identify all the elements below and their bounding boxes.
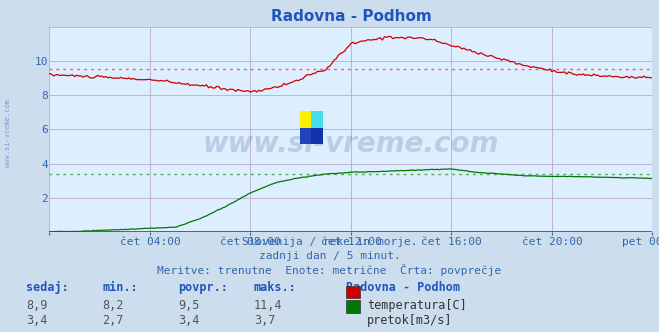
Text: povpr.:: povpr.: bbox=[178, 281, 228, 293]
Text: www.si-vreme.com: www.si-vreme.com bbox=[203, 130, 499, 158]
Text: 3,4: 3,4 bbox=[178, 314, 199, 327]
Text: Meritve: trenutne  Enote: metrične  Črta: povprečje: Meritve: trenutne Enote: metrične Črta: … bbox=[158, 264, 501, 276]
Text: maks.:: maks.: bbox=[254, 281, 297, 293]
Text: 3,7: 3,7 bbox=[254, 314, 275, 327]
Title: Radovna - Podhom: Radovna - Podhom bbox=[271, 9, 431, 24]
Text: temperatura[C]: temperatura[C] bbox=[367, 299, 467, 312]
Text: zadnji dan / 5 minut.: zadnji dan / 5 minut. bbox=[258, 251, 401, 261]
Text: 8,9: 8,9 bbox=[26, 299, 47, 312]
Text: sedaj:: sedaj: bbox=[26, 281, 69, 293]
Text: 3,4: 3,4 bbox=[26, 314, 47, 327]
Text: Radovna - Podhom: Radovna - Podhom bbox=[346, 281, 460, 293]
Text: min.:: min.: bbox=[102, 281, 138, 293]
Text: 2,7: 2,7 bbox=[102, 314, 123, 327]
Text: 9,5: 9,5 bbox=[178, 299, 199, 312]
Text: 11,4: 11,4 bbox=[254, 299, 282, 312]
Text: www.si-vreme.com: www.si-vreme.com bbox=[5, 99, 11, 167]
Text: 8,2: 8,2 bbox=[102, 299, 123, 312]
Text: pretok[m3/s]: pretok[m3/s] bbox=[367, 314, 453, 327]
Text: Slovenija / reke in morje.: Slovenija / reke in morje. bbox=[242, 237, 417, 247]
